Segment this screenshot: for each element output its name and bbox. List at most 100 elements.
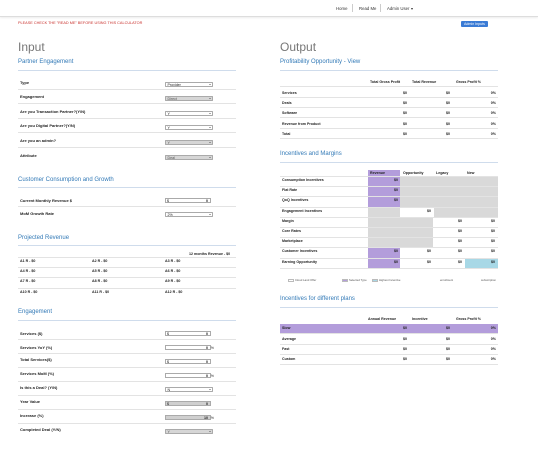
table-header: Gross Profit % <box>456 80 481 84</box>
table-cell: $0 <box>446 337 450 341</box>
table-cell: 0% <box>490 326 496 330</box>
monthly-revenue-input[interactable]: $0 <box>165 198 211 203</box>
row-divider <box>18 206 236 207</box>
table-cell: 0% <box>490 111 496 115</box>
table-cell: $0 <box>403 337 407 341</box>
table-cell: $0 <box>427 249 431 254</box>
table-cell: 0% <box>490 122 496 126</box>
is-deal-label: Is this a Deal? (Y/N) <box>20 385 58 390</box>
total-services-label: Total Services($) <box>20 357 52 362</box>
projected-revenue-cell: A3 R - $0 <box>165 259 181 263</box>
dollar-prefix: $ <box>167 199 169 203</box>
services-mom-input[interactable]: 0% <box>165 373 214 378</box>
services-mom-label: Services MoM (%) <box>20 371 55 376</box>
table-row-label: Custom <box>282 357 296 361</box>
table-row-label: Slow <box>282 326 291 330</box>
row-divider <box>18 277 236 278</box>
section-divider <box>280 70 498 71</box>
services-label: Services ($) <box>20 331 43 336</box>
services-input[interactable]: $0 <box>165 331 211 336</box>
row-divider <box>18 339 236 340</box>
form-label: Engagement <box>20 94 45 99</box>
is-deal-select[interactable]: N <box>165 387 213 392</box>
table-cell: $0 <box>491 249 495 254</box>
form-select[interactable]: Y <box>165 111 213 116</box>
table-header: Total Revenue <box>412 80 437 84</box>
admin-inputs-button[interactable]: Admin Inputs <box>461 21 488 27</box>
row-divider <box>280 128 498 129</box>
total-services-value: 0 <box>206 360 208 364</box>
table-cell: $0 <box>446 357 450 361</box>
dollar-prefix: $ <box>167 332 169 336</box>
row-divider <box>18 395 236 396</box>
form-select-value: Direct <box>167 97 177 101</box>
disabled-cell-block <box>434 206 498 217</box>
percent-suffix: % <box>210 374 214 378</box>
table-cell: $0 <box>491 259 495 264</box>
table-cell: $0 <box>394 178 398 182</box>
table-cell: $0 <box>446 101 450 105</box>
table-cell: $0 <box>458 249 462 254</box>
mom-growth-select[interactable]: 2% <box>165 212 213 217</box>
total-services-input[interactable]: $0 <box>165 359 211 364</box>
projected-revenue-cell: A6 R - $0 <box>165 269 181 273</box>
row-divider <box>18 367 236 368</box>
services-yoy-input[interactable]: 0% <box>165 345 214 350</box>
legend-item: Cloud Land Offer <box>288 278 316 282</box>
table-row-label: Earning Opportunity <box>282 259 317 264</box>
form-label: Are you Digital Partner?(Y/N) <box>20 123 76 128</box>
row-divider <box>280 333 498 334</box>
table-cell: $0 <box>458 259 462 264</box>
completed-deal-label: Completed Deal (Y/N) <box>20 427 61 432</box>
table-cell: $0 <box>491 239 495 244</box>
row-divider <box>18 409 236 410</box>
projected-revenue-cell: A10 R - $0 <box>20 290 38 294</box>
year-value-value: 0 <box>206 402 208 406</box>
plans-title: Incentives for different plans <box>280 296 355 302</box>
row-divider <box>18 103 236 104</box>
table-cell: $0 <box>446 122 450 126</box>
legend-item: enrollment <box>440 278 453 282</box>
consumption-title: Customer Consumption and Growth <box>18 177 114 183</box>
form-select[interactable]: Provider <box>165 82 213 87</box>
table-cell: $0 <box>446 132 450 136</box>
table-cell: $0 <box>491 229 495 233</box>
projected-revenue-title: Projected Revenue <box>18 235 70 241</box>
table-header: Legacy <box>436 171 449 175</box>
table-cell: $0 <box>427 208 431 213</box>
projected-revenue-cell: A2 R - $0 <box>92 259 108 263</box>
mom-growth-label: MoM Growth Rate <box>20 211 54 216</box>
projected-revenue-cell: A12 R - $0 <box>165 290 183 294</box>
table-cell: $0 <box>403 91 407 95</box>
table-cell: $0 <box>458 218 462 223</box>
table-cell: $0 <box>403 122 407 126</box>
row-divider <box>280 216 498 218</box>
nav-readme-link[interactable]: Read Me <box>359 6 377 11</box>
table-row-label: QoQ Incentives <box>282 198 309 203</box>
form-select-value: Y <box>167 141 170 145</box>
row-divider <box>18 147 236 148</box>
row-divider <box>280 86 498 87</box>
form-select-value: Y <box>167 126 170 130</box>
row-divider <box>18 257 236 258</box>
form-select: Deal <box>165 155 213 160</box>
projected-revenue-cell: A1 R - $0 <box>20 259 36 263</box>
nav-home-link[interactable]: Home <box>336 6 348 11</box>
table-cell: $0 <box>403 132 407 136</box>
table-row-label: Engagement Incentives <box>282 208 323 213</box>
admin-user-menu[interactable]: Admin User <box>387 6 413 11</box>
selected-plan-highlight <box>280 324 498 333</box>
completed-deal-value: Y <box>167 430 170 434</box>
row-divider <box>280 107 498 108</box>
table-cell: $0 <box>446 347 450 351</box>
table-header: Total Gross Profit <box>370 80 401 84</box>
row-divider <box>280 176 498 177</box>
projected-revenue-cell: A8 R - $0 <box>92 279 108 283</box>
form-select[interactable]: Y <box>165 125 213 130</box>
year-value-input: $0 <box>165 401 211 406</box>
percent-suffix: % <box>210 346 214 350</box>
projected-revenue-cell: A9 R - $0 <box>165 279 181 283</box>
nav-divider <box>352 4 353 12</box>
row-divider <box>280 117 498 118</box>
table-row-label: Revenue from Product <box>282 122 321 126</box>
